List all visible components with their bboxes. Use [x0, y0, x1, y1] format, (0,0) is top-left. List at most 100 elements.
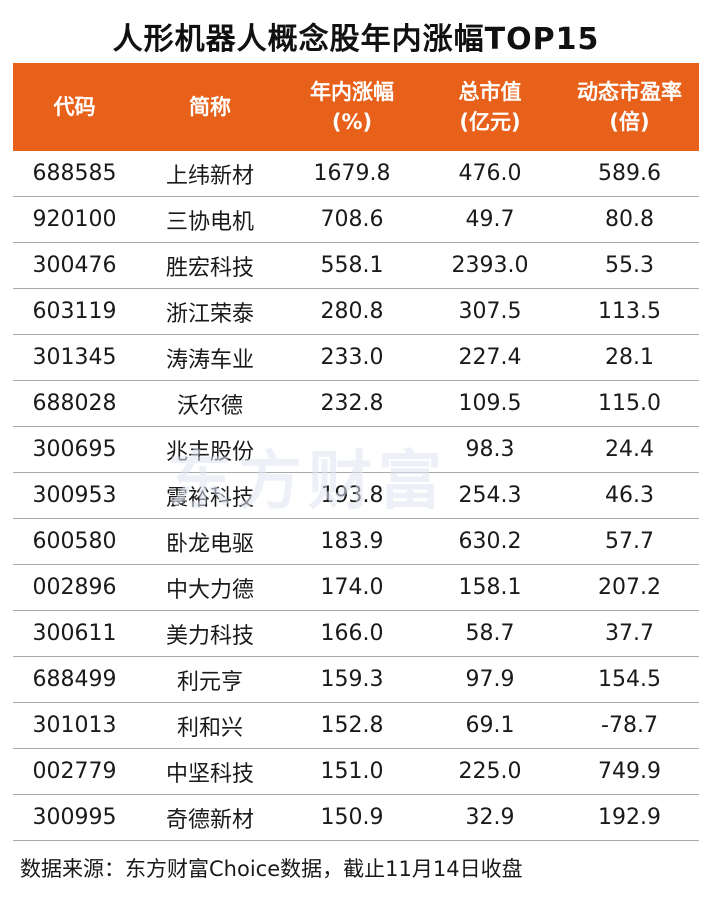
- header-pe-ratio: 动态市盈率 (倍): [560, 63, 699, 151]
- cell-code: 300995: [13, 794, 136, 841]
- cell-gain: 280.8: [284, 288, 420, 335]
- cell-name: 中坚科技: [136, 748, 284, 795]
- table-row: 002896 中大力德 174.0 158.1 207.2: [13, 564, 699, 611]
- table-row: 920100 三协电机 708.6 49.7 80.8: [13, 196, 699, 243]
- table-header: 代码 简称 年内涨幅 (%) 总市值 (亿元) 动态市盈率 (倍): [13, 63, 699, 151]
- cell-pe-ratio: -78.7: [560, 702, 699, 749]
- cell-code: 002779: [13, 748, 136, 795]
- cell-code: 300953: [13, 472, 136, 519]
- cell-pe-ratio: 589.6: [560, 151, 699, 197]
- header-gain: 年内涨幅 (%): [284, 63, 420, 151]
- cell-pe-ratio: 749.9: [560, 748, 699, 795]
- cell-gain: 152.8: [284, 702, 420, 749]
- cell-gain: 151.0: [284, 748, 420, 795]
- cell-code: 300476: [13, 242, 136, 289]
- cell-code: 603119: [13, 288, 136, 335]
- cell-code: 300695: [13, 426, 136, 473]
- table-row: 300953 震裕科技 193.8 254.3 46.3: [13, 472, 699, 519]
- cell-name: 涛涛车业: [136, 334, 284, 381]
- table-body: 688585 上纬新材 1679.8 476.0 589.6 920100 三协电机 708.…: [13, 151, 699, 841]
- cell-code: 301013: [13, 702, 136, 749]
- page-title: 人形机器人概念股年内涨幅TOP15: [112, 22, 600, 57]
- cell-pe-ratio: 115.0: [560, 380, 699, 427]
- cell-code: 688499: [13, 656, 136, 703]
- cell-code: 688585: [13, 151, 136, 197]
- cell-name: 中大力德: [136, 564, 284, 611]
- table-row: 300611 美力科技 166.0 58.7 37.7: [13, 610, 699, 657]
- cell-market-cap: 2393.0: [420, 242, 560, 289]
- cell-gain: [284, 426, 420, 473]
- cell-pe-ratio: 37.7: [560, 610, 699, 657]
- table-row: 300695 兆丰股份 98.3 24.4: [13, 426, 699, 473]
- cell-pe-ratio: 113.5: [560, 288, 699, 335]
- cell-market-cap: 69.1: [420, 702, 560, 749]
- cell-gain: 232.8: [284, 380, 420, 427]
- stock-table: 代码 简称 年内涨幅 (%) 总市值 (亿元) 动态市盈率 (倍) 688585 上纬新…: [13, 63, 699, 841]
- cell-gain: 159.3: [284, 656, 420, 703]
- cell-market-cap: 227.4: [420, 334, 560, 381]
- cell-gain: 1679.8: [284, 151, 420, 197]
- cell-market-cap: 97.9: [420, 656, 560, 703]
- table-row: 002779 中坚科技 151.0 225.0 749.9: [13, 748, 699, 795]
- table-row: 600580 卧龙电驱 183.9 630.2 57.7: [13, 518, 699, 565]
- cell-market-cap: 98.3: [420, 426, 560, 473]
- cell-code: 920100: [13, 196, 136, 243]
- cell-code: 600580: [13, 518, 136, 565]
- cell-gain: 233.0: [284, 334, 420, 381]
- source-note: 数据来源：东方财富Choice数据，截止11月14日收盘: [20, 857, 523, 881]
- cell-name: 兆丰股份: [136, 426, 284, 473]
- cell-name: 震裕科技: [136, 472, 284, 519]
- header-name: 简称: [136, 63, 284, 151]
- cell-market-cap: 109.5: [420, 380, 560, 427]
- table-row: 688028 沃尔德 232.8 109.5 115.0: [13, 380, 699, 427]
- cell-name: 胜宏科技: [136, 242, 284, 289]
- stock-table-container: 代码 简称 年内涨幅 (%) 总市值 (亿元) 动态市盈率 (倍) 688585 上纬新…: [13, 63, 699, 841]
- cell-name: 利和兴: [136, 702, 284, 749]
- cell-gain: 708.6: [284, 196, 420, 243]
- cell-code: 688028: [13, 380, 136, 427]
- cell-pe-ratio: 24.4: [560, 426, 699, 473]
- cell-code: 300611: [13, 610, 136, 657]
- cell-code: 002896: [13, 564, 136, 611]
- cell-name: 奇德新材: [136, 794, 284, 841]
- cell-name: 卧龙电驱: [136, 518, 284, 565]
- cell-pe-ratio: 192.9: [560, 794, 699, 841]
- cell-market-cap: 254.3: [420, 472, 560, 519]
- cell-pe-ratio: 55.3: [560, 242, 699, 289]
- table-row: 688585 上纬新材 1679.8 476.0 589.6: [13, 151, 699, 197]
- cell-code: 301345: [13, 334, 136, 381]
- cell-name: 美力科技: [136, 610, 284, 657]
- cell-market-cap: 158.1: [420, 564, 560, 611]
- cell-market-cap: 307.5: [420, 288, 560, 335]
- cell-pe-ratio: 80.8: [560, 196, 699, 243]
- cell-name: 三协电机: [136, 196, 284, 243]
- header-code: 代码: [13, 63, 136, 151]
- table-row: 300995 奇德新材 150.9 32.9 192.9: [13, 794, 699, 841]
- cell-market-cap: 476.0: [420, 151, 560, 197]
- table-row: 688499 利元亨 159.3 97.9 154.5: [13, 656, 699, 703]
- cell-pe-ratio: 57.7: [560, 518, 699, 565]
- cell-gain: 166.0: [284, 610, 420, 657]
- cell-market-cap: 225.0: [420, 748, 560, 795]
- cell-gain: 558.1: [284, 242, 420, 289]
- table-row: 300476 胜宏科技 558.1 2393.0 55.3: [13, 242, 699, 289]
- cell-name: 利元亨: [136, 656, 284, 703]
- cell-market-cap: 630.2: [420, 518, 560, 565]
- table-row: 603119 浙江荣泰 280.8 307.5 113.5: [13, 288, 699, 335]
- cell-gain: 150.9: [284, 794, 420, 841]
- cell-pe-ratio: 154.5: [560, 656, 699, 703]
- table-row: 301013 利和兴 152.8 69.1 -78.7: [13, 702, 699, 749]
- cell-name: 上纬新材: [136, 151, 284, 197]
- cell-pe-ratio: 46.3: [560, 472, 699, 519]
- header-row: 代码 简称 年内涨幅 (%) 总市值 (亿元) 动态市盈率 (倍): [13, 63, 699, 151]
- cell-market-cap: 32.9: [420, 794, 560, 841]
- header-market-cap: 总市值 (亿元): [420, 63, 560, 151]
- cell-gain: 174.0: [284, 564, 420, 611]
- cell-market-cap: 58.7: [420, 610, 560, 657]
- cell-name: 沃尔德: [136, 380, 284, 427]
- cell-pe-ratio: 207.2: [560, 564, 699, 611]
- cell-gain: 183.9: [284, 518, 420, 565]
- table-row: 301345 涛涛车业 233.0 227.4 28.1: [13, 334, 699, 381]
- cell-name: 浙江荣泰: [136, 288, 284, 335]
- cell-market-cap: 49.7: [420, 196, 560, 243]
